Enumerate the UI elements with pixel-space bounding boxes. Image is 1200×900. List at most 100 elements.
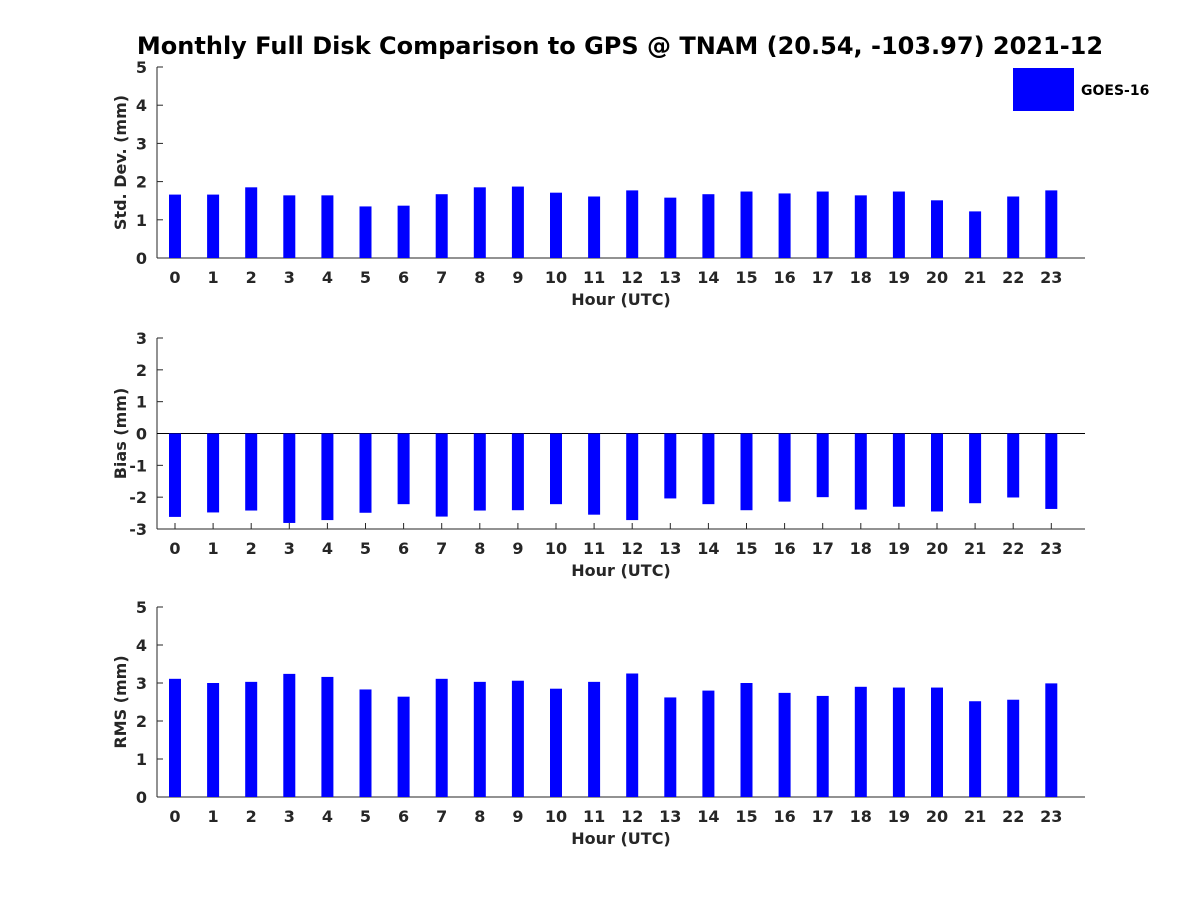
x-tick-label: 4 — [322, 539, 333, 558]
x-tick-label: 23 — [1040, 539, 1062, 558]
bar-hour-3 — [283, 433, 296, 523]
x-tick-label: 23 — [1040, 268, 1062, 287]
bar-hour-5 — [359, 689, 372, 797]
bar-hour-11 — [588, 196, 601, 258]
bar-hour-22 — [1007, 699, 1020, 797]
y-tick-label: 5 — [136, 598, 147, 617]
y-tick-label: 1 — [136, 393, 147, 412]
x-tick-label: 11 — [583, 807, 605, 826]
x-tick-label: 10 — [545, 807, 567, 826]
bar-hour-5 — [359, 433, 372, 513]
bar-hour-5 — [359, 206, 372, 258]
bar-hour-9 — [511, 680, 524, 797]
y-tick-label: 0 — [136, 425, 147, 444]
y-tick-label: -1 — [129, 456, 147, 475]
bar-hour-18 — [854, 686, 867, 797]
x-tick-label: 1 — [208, 268, 219, 287]
bar-hour-21 — [969, 211, 982, 258]
x-tick-label: 8 — [474, 539, 485, 558]
bar-hour-23 — [1045, 683, 1058, 797]
bar-hour-16 — [778, 692, 791, 797]
bar-hour-13 — [664, 697, 677, 797]
bar-hour-1 — [207, 683, 220, 797]
x-tick-label: 13 — [659, 807, 681, 826]
bar-hour-10 — [550, 192, 562, 258]
x-tick-label: 9 — [512, 539, 523, 558]
x-tick-label: 0 — [169, 268, 180, 287]
y-tick-label: 5 — [136, 58, 147, 77]
x-tick-label: 9 — [512, 807, 523, 826]
x-tick-label: 22 — [1002, 539, 1024, 558]
y-tick-label: 1 — [136, 750, 147, 769]
bar-hour-12 — [626, 433, 639, 521]
bar-hour-3 — [283, 195, 296, 258]
bar-hour-20 — [931, 200, 943, 258]
bar-hour-15 — [740, 191, 753, 258]
y-tick-label: 3 — [136, 329, 147, 348]
bar-hour-17 — [816, 695, 829, 797]
bar-hour-16 — [778, 193, 791, 258]
bar-hour-0 — [169, 678, 181, 797]
x-tick-label: 17 — [812, 807, 834, 826]
bar-hour-4 — [321, 676, 334, 797]
x-tick-label: 23 — [1040, 807, 1062, 826]
x-tick-label: 19 — [888, 807, 910, 826]
x-tick-label: 1 — [208, 807, 219, 826]
bar-hour-0 — [169, 194, 181, 258]
bar-hour-3 — [283, 673, 296, 797]
bar-hour-20 — [931, 433, 943, 512]
x-tick-label: 7 — [436, 807, 447, 826]
bar-hour-23 — [1045, 433, 1058, 509]
x-tick-label: 20 — [926, 268, 948, 287]
x-tick-label: 22 — [1002, 807, 1024, 826]
bar-hour-7 — [435, 678, 448, 797]
x-axis-label: Hour (UTC) — [571, 290, 671, 309]
legend-label: GOES-16 — [1081, 83, 1149, 99]
x-axis-label: Hour (UTC) — [571, 561, 671, 580]
x-tick-label: 7 — [436, 539, 447, 558]
bar-hour-2 — [245, 681, 258, 797]
x-tick-label: 6 — [398, 268, 409, 287]
x-tick-label: 3 — [284, 807, 295, 826]
y-tick-label: 1 — [136, 211, 147, 230]
bar-hour-22 — [1007, 433, 1020, 498]
x-tick-label: 14 — [697, 539, 719, 558]
y-tick-label: 4 — [136, 636, 147, 655]
bar-hour-19 — [892, 191, 905, 258]
y-tick-label: 0 — [136, 249, 147, 268]
bar-hour-4 — [321, 433, 334, 521]
x-tick-label: 13 — [659, 539, 681, 558]
x-tick-label: 19 — [888, 539, 910, 558]
y-tick-label: 0 — [136, 788, 147, 807]
x-tick-label: 22 — [1002, 268, 1024, 287]
x-tick-label: 15 — [735, 807, 757, 826]
x-tick-label: 0 — [169, 539, 180, 558]
bar-hour-9 — [511, 433, 524, 511]
x-tick-label: 9 — [512, 268, 523, 287]
x-tick-label: 12 — [621, 539, 643, 558]
x-tick-label: 3 — [284, 539, 295, 558]
x-tick-label: 3 — [284, 268, 295, 287]
x-tick-label: 18 — [850, 807, 872, 826]
x-tick-label: 5 — [360, 268, 371, 287]
x-tick-label: 5 — [360, 539, 371, 558]
bar-hour-8 — [473, 187, 486, 258]
x-tick-label: 15 — [735, 539, 757, 558]
bar-hour-15 — [740, 433, 753, 511]
x-tick-label: 4 — [322, 268, 333, 287]
bar-hour-0 — [169, 433, 181, 517]
x-tick-label: 4 — [322, 807, 333, 826]
bar-hour-16 — [778, 433, 791, 502]
bar-hour-11 — [588, 681, 601, 797]
bar-hour-9 — [511, 186, 524, 258]
x-tick-label: 16 — [773, 539, 795, 558]
bar-hour-14 — [702, 433, 715, 505]
y-tick-label: 4 — [136, 96, 147, 115]
bar-hour-20 — [931, 687, 943, 797]
x-tick-label: 19 — [888, 268, 910, 287]
x-tick-label: 16 — [773, 807, 795, 826]
bar-hour-13 — [664, 433, 677, 499]
bar-hour-4 — [321, 195, 334, 258]
